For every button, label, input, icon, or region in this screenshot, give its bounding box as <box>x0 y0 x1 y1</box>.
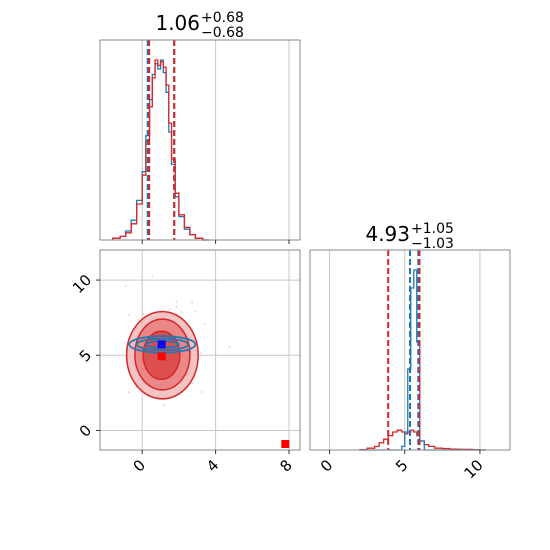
blue-marker <box>157 340 166 349</box>
sample-point <box>194 310 197 313</box>
sample-point <box>191 301 193 304</box>
sample-point <box>142 312 145 315</box>
sample-point <box>228 345 231 348</box>
sample-point <box>175 305 178 308</box>
blue-contour <box>135 337 189 352</box>
tick-label-x-p0: 0 <box>130 456 149 475</box>
panel-frame-joint <box>99 249 301 451</box>
tick-label-y-p1: 10 <box>69 271 95 297</box>
sample-point <box>203 322 206 325</box>
tick-label-x-p1: 5 <box>392 456 411 475</box>
sample-point <box>127 314 130 316</box>
histogram-p1-red <box>358 429 486 451</box>
histogram-p0-red <box>112 59 209 241</box>
panel-frame-top <box>99 39 301 241</box>
title-p1-lower: −1.03 <box>411 236 454 252</box>
histogram-p1-blue <box>359 269 486 451</box>
red-marker <box>157 352 166 361</box>
tick-label-y-p1: 5 <box>76 346 95 365</box>
title-p0: 1.06 +0.68 −0.68 <box>155 10 243 41</box>
sample-point <box>175 300 178 303</box>
tick-label-x-p1: 0 <box>317 456 336 475</box>
sample-point <box>180 310 183 313</box>
red-square-marker <box>281 439 290 448</box>
title-p1-value: 4.93 <box>365 222 410 246</box>
title-p0-upper: +0.68 <box>201 10 244 26</box>
tick-label-x-p0: 4 <box>203 456 222 475</box>
title-p1: 4.93 +1.05 −1.03 <box>365 221 453 252</box>
joint-content <box>100 250 300 450</box>
tick-label-x-p1: 10 <box>461 456 487 482</box>
marginal-p0-panel <box>99 39 301 244</box>
sample-point <box>151 275 154 278</box>
sample-point <box>191 382 194 385</box>
title-p1-upper: +1.05 <box>411 221 454 237</box>
histogram-p0-blue <box>112 59 209 241</box>
sample-point <box>168 308 171 311</box>
sample-point <box>163 404 166 407</box>
tick-label-y-p1: 0 <box>76 421 95 440</box>
sample-point <box>200 352 203 355</box>
tick-label-x-p0: 8 <box>276 456 295 475</box>
joint-p0-p1-panel: 0 4 8 0 5 10 <box>69 249 301 476</box>
title-p0-lower: −0.68 <box>201 25 244 41</box>
sample-point <box>201 391 203 393</box>
sample-point <box>124 284 127 287</box>
marginal-p1-panel: 0 5 10 <box>309 249 511 482</box>
panel-frame-right <box>309 249 511 451</box>
sample-point <box>127 391 130 394</box>
title-p0-value: 1.06 <box>155 11 200 35</box>
